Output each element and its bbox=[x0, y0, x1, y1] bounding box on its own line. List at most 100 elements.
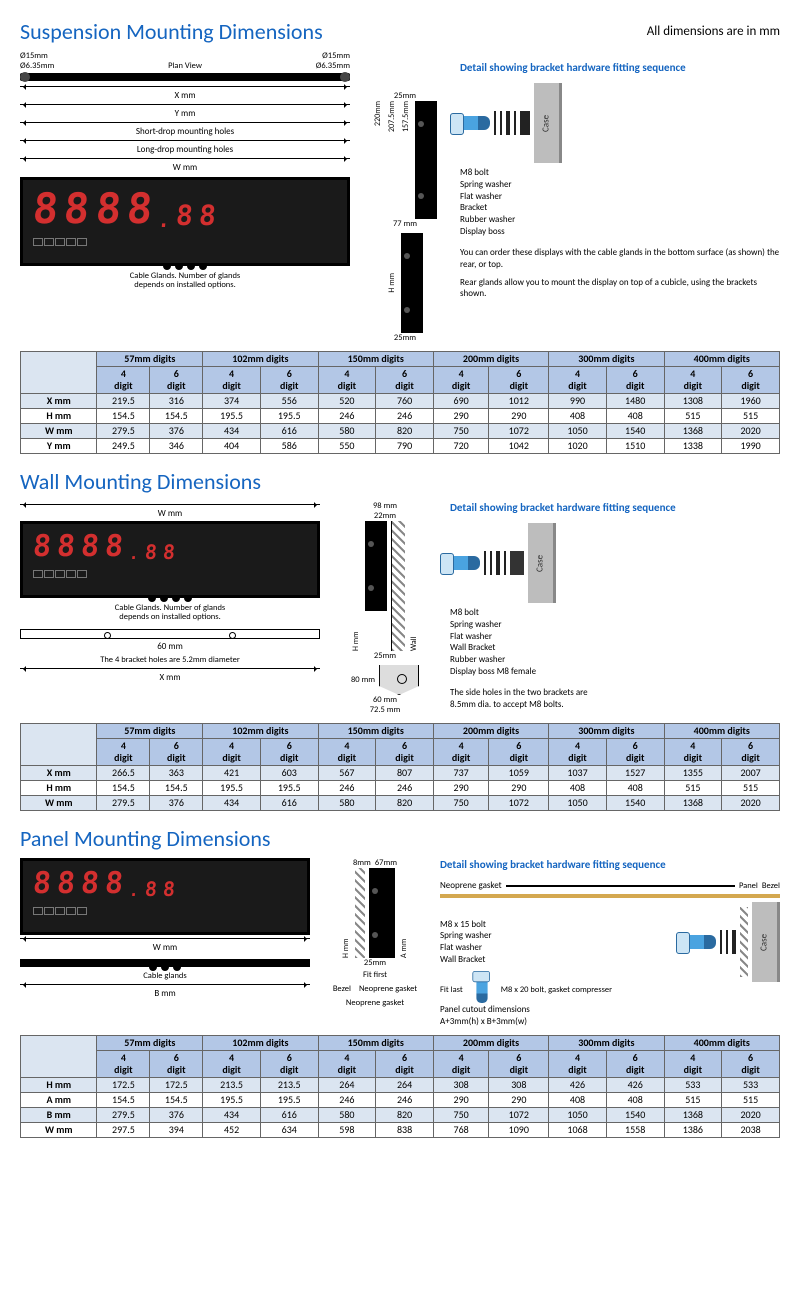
gland-note: Cable Glands. Number of glands depends o… bbox=[20, 272, 350, 291]
inner-dia-r: Ø6.35mm bbox=[316, 61, 350, 71]
suspension-table: 57mm digits102mm digits150mm digits200mm… bbox=[20, 351, 780, 454]
hw-item: M8 x 15 bolt bbox=[440, 919, 682, 931]
wall-side-note: The side holes in the two brackets are 8… bbox=[450, 687, 600, 710]
bracket-bar bbox=[20, 629, 320, 639]
wall-display: 8888.88 bbox=[20, 521, 320, 598]
gasket-label-2: Neoprene gasket bbox=[346, 998, 404, 1008]
inner-dia-l: Ø6.35mm bbox=[20, 61, 54, 71]
w-dim: W mm bbox=[20, 162, 350, 173]
panel-side-w1: 8mm bbox=[353, 858, 371, 868]
suspension-hw-list: M8 bolt Spring washer Flat washer Bracke… bbox=[460, 167, 780, 237]
wall-side-w: 98 mm bbox=[373, 501, 397, 511]
last-bolt: M8 x 20 bolt, gasket compresser bbox=[501, 985, 612, 996]
suspension-section: Suspension Mounting Dimensions All dimen… bbox=[20, 18, 780, 454]
foot-w: 60 mm bbox=[373, 695, 397, 705]
hw-item: Spring washer bbox=[460, 179, 780, 191]
suspension-note-1: You can order these displays with the ca… bbox=[460, 247, 780, 270]
bolt-icon bbox=[686, 935, 716, 949]
wall-h: H mm bbox=[351, 521, 361, 651]
wall-title: Wall Mounting Dimensions bbox=[20, 468, 780, 495]
bracket-span: 60 mm bbox=[20, 641, 320, 652]
wall-detail-title: Detail showing bracket hardware fitting … bbox=[450, 501, 780, 515]
wall-assembly: Case bbox=[450, 523, 780, 603]
hw-item: Display boss M8 female bbox=[450, 666, 780, 678]
wall-w: W mm bbox=[20, 508, 320, 519]
gasket-label: Neoprene gasket bbox=[359, 984, 417, 994]
long-drop: Long-drop mounting holes bbox=[20, 144, 350, 155]
hole-dia-l: Ø15mm bbox=[20, 51, 48, 61]
hw-item: M8 bolt bbox=[460, 167, 780, 179]
wall-hatch bbox=[391, 521, 405, 651]
suspension-note-2: Rear glands allow you to mount the displ… bbox=[460, 277, 780, 300]
display-front-view: 8888.88 bbox=[20, 177, 350, 266]
panel-side-w2: 67mm bbox=[375, 858, 397, 868]
hw-item: Rubber washer bbox=[450, 654, 780, 666]
side-w: 77 mm bbox=[393, 219, 417, 229]
bracket-hole-note: The 4 bracket holes are 5.2mm diameter bbox=[20, 656, 320, 665]
top-gap: 25mm bbox=[394, 91, 416, 101]
short-drop: Short-drop mounting holes bbox=[20, 126, 350, 137]
case-block: Case bbox=[528, 523, 556, 603]
panel-b: B mm bbox=[20, 988, 310, 999]
hw-item: Flat washer bbox=[460, 191, 780, 203]
foot-h: 80 mm bbox=[351, 675, 375, 685]
bolt-assembly: Case bbox=[460, 83, 780, 163]
panel-assembly: M8 x 15 bolt Spring washer Flat washer W… bbox=[440, 902, 780, 982]
panel-side-gap: 25mm bbox=[364, 958, 386, 968]
side-view-1 bbox=[415, 101, 437, 219]
panel-title: Panel Mounting Dimensions bbox=[20, 825, 780, 852]
wall-hw-list: M8 bolt Spring washer Flat washer Wall B… bbox=[450, 607, 780, 677]
hw-item: M8 bolt bbox=[450, 607, 780, 619]
case-block: Case bbox=[534, 83, 562, 163]
cable-glands: Cable glands bbox=[20, 971, 310, 981]
plan-view-label: Plan View bbox=[168, 61, 202, 71]
wall-x: X mm bbox=[20, 672, 320, 683]
panel-side bbox=[369, 868, 395, 958]
suspension-detail-title: Detail showing bracket hardware fitting … bbox=[460, 61, 780, 75]
foot-overall: 72.5 mm bbox=[370, 705, 401, 715]
hw-item: Spring washer bbox=[450, 619, 780, 631]
hw-item: Bracket bbox=[460, 202, 780, 214]
suspension-diagram: Ø15mm Ø15mm Ø6.35mm Plan View Ø6.35mm X … bbox=[20, 51, 780, 343]
panel-inline: Panel bbox=[739, 881, 758, 892]
side-view-2 bbox=[401, 233, 423, 333]
wall-table: 57mm digits102mm digits150mm digits200mm… bbox=[20, 723, 780, 811]
bolt-icon bbox=[476, 979, 487, 1003]
panel-h: H mm bbox=[341, 868, 351, 958]
mount-foot bbox=[379, 665, 419, 695]
hw-item: Rubber washer bbox=[460, 214, 780, 226]
hw-item: Display boss bbox=[460, 226, 780, 238]
wall-inset: 22mm bbox=[374, 511, 396, 521]
panel-gold-strip bbox=[440, 894, 780, 898]
hw-item: Wall Bracket bbox=[450, 642, 780, 654]
fit-first: Fit first bbox=[363, 970, 387, 980]
units-note: All dimensions are in mm bbox=[647, 24, 780, 39]
fit-last: Fit last bbox=[440, 985, 463, 996]
hw-item: Spring washer bbox=[440, 930, 682, 942]
wall-bottom-gap: 25mm bbox=[374, 651, 396, 661]
panel-top-assembly: Neoprene gasket Panel Bezel bbox=[440, 880, 780, 892]
hw-item: Wall Bracket bbox=[440, 954, 682, 966]
panel-a: A mm bbox=[399, 868, 409, 958]
wall-side-view bbox=[365, 521, 387, 611]
cutout-formula: A+3mm(h) x B+3mm(w) bbox=[440, 1016, 780, 1028]
case-buttons bbox=[33, 236, 337, 249]
wall-label: Wall bbox=[409, 521, 419, 651]
panel-section: Panel Mounting Dimensions 8888.88 W mm C… bbox=[20, 825, 780, 1138]
panel-detail-title: Detail showing bracket hardware fitting … bbox=[440, 858, 780, 872]
panel-display: 8888.88 bbox=[20, 858, 310, 935]
bezel-label: Bezel bbox=[333, 984, 351, 994]
y-dim: Y mm bbox=[20, 108, 350, 119]
side-h-1: 207.5mm bbox=[387, 101, 397, 132]
case-block: Case bbox=[752, 902, 780, 982]
side-h-0: 220mm bbox=[373, 101, 383, 126]
bolt-icon bbox=[460, 116, 490, 130]
hole-dia-r: Ø15mm bbox=[322, 51, 350, 61]
x-dim: X mm bbox=[20, 90, 350, 101]
bolt-icon bbox=[450, 556, 480, 570]
gasket-inline: Neoprene gasket bbox=[440, 880, 502, 892]
panel-table: 57mm digits102mm digits150mm digits200mm… bbox=[20, 1035, 780, 1138]
bezel-inline: Bezel bbox=[762, 881, 780, 892]
hw-item: Flat washer bbox=[440, 942, 682, 954]
wall-gland-note: Cable Glands. Number of glands depends o… bbox=[20, 604, 320, 623]
